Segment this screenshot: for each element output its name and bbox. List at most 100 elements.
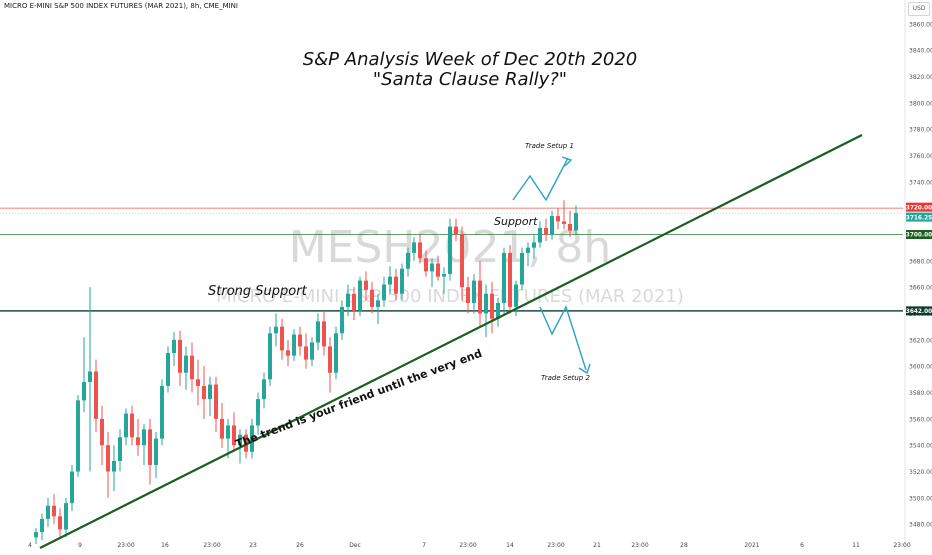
- candle-body: [460, 234, 464, 288]
- candle-body: [544, 227, 548, 235]
- candle-body: [118, 437, 122, 461]
- candle-body: [496, 302, 500, 319]
- candle-body: [514, 284, 518, 307]
- candle-body: [418, 242, 422, 259]
- candle-body: [490, 293, 494, 319]
- candle-body: [214, 384, 218, 419]
- candle-body: [334, 333, 338, 373]
- candle-body: [304, 346, 308, 360]
- time-tick-label: 23:00: [631, 542, 648, 549]
- candle-body: [166, 353, 170, 386]
- candle-body: [406, 252, 410, 269]
- time-tick-label: 23:00: [893, 542, 910, 549]
- candle-body: [574, 213, 578, 231]
- price-tick-label: 3480.00: [909, 522, 932, 529]
- candle-body: [106, 445, 110, 472]
- price-axis[interactable]: 3480.00 3500.00 3520.00 3540.00 3560.00 3580.…: [904, 0, 932, 550]
- price-tick-label: 3580.00: [909, 390, 932, 397]
- price-tick-label: 3540.00: [909, 443, 932, 450]
- candle-body: [34, 532, 38, 538]
- trade-setup-2-arrow: [539, 305, 587, 371]
- trade-setup-1-arrowhead: [561, 156, 573, 167]
- candle-body: [46, 505, 50, 519]
- candle-body: [124, 413, 128, 438]
- time-tick-label: 11: [852, 542, 860, 549]
- chart-title: S&P Analysis Week of Dec 20th 2020 "Sant…: [280, 50, 660, 90]
- candle-body: [472, 280, 476, 303]
- candle-body: [208, 384, 212, 400]
- candle-body: [100, 418, 104, 446]
- candle-body: [454, 226, 458, 235]
- candle-body: [196, 379, 200, 386]
- time-tick-label: 26: [296, 542, 304, 549]
- price-level-value-resistance: 3720.00: [906, 205, 932, 211]
- candle-body: [142, 429, 146, 446]
- price-level-tag-last_price: [906, 212, 932, 222]
- time-tick-label: 23: [249, 542, 257, 549]
- candle-body: [436, 263, 440, 277]
- candle-body: [232, 425, 236, 446]
- candle-body: [292, 334, 296, 356]
- price-tick-label: 3760.00: [909, 153, 932, 160]
- time-tick-label: 21: [593, 542, 601, 549]
- candle-body: [442, 274, 446, 277]
- candle-body: [382, 284, 386, 301]
- price-level-value-last_price: 3716.25: [906, 215, 932, 221]
- price-level-tag-resistance: [906, 202, 932, 212]
- candle-body: [256, 399, 260, 426]
- trendline: [39, 134, 863, 549]
- candle-body: [340, 306, 344, 334]
- strong-support-label: Strong Support: [208, 284, 307, 299]
- price-tick-label: 3600.00: [909, 364, 932, 371]
- candle-body: [538, 227, 542, 243]
- title-line-1: S&P Analysis Week of Dec 20th 2020: [302, 49, 638, 70]
- time-tick-label: 28: [680, 542, 688, 549]
- candle-body: [562, 221, 566, 224]
- candle-body: [64, 503, 68, 530]
- candle-body: [376, 300, 380, 307]
- candle-body: [400, 268, 404, 294]
- candle-body: [358, 280, 362, 311]
- candle-body: [466, 287, 470, 303]
- time-tick-label: 2021: [744, 542, 759, 549]
- candle-body: [556, 216, 560, 222]
- candle-body: [154, 438, 158, 465]
- time-tick-label: 4: [28, 542, 32, 549]
- candle-body: [58, 516, 62, 530]
- price-tick-label: 3660.00: [909, 285, 932, 292]
- time-tick-label: 14: [506, 542, 514, 549]
- trade-setup-2-label: Trade Setup 2: [541, 374, 590, 382]
- candle-body: [94, 371, 98, 419]
- time-tick-label: 7: [422, 542, 426, 549]
- candle-body: [226, 425, 230, 439]
- candle-body: [250, 425, 254, 452]
- candle-body: [178, 339, 182, 373]
- candle-body: [136, 437, 140, 446]
- time-tick-label: 6: [800, 542, 804, 549]
- drawings: [39, 134, 863, 549]
- candle-body: [262, 379, 266, 400]
- support-label: Support: [494, 215, 538, 228]
- candle-body: [346, 293, 350, 307]
- candle-body: [424, 258, 428, 272]
- candle-body: [310, 342, 314, 360]
- trade-setup-2-arrowhead: [578, 363, 591, 375]
- price-level-tag-support: [906, 229, 932, 239]
- candle-body: [484, 293, 488, 314]
- price-tick-label: 3560.00: [909, 416, 932, 423]
- currency-label[interactable]: USD: [908, 2, 930, 16]
- price-level-labels: 3720.00 3716.25 3700.00 3642.00: [906, 202, 932, 316]
- candle-body: [274, 326, 278, 334]
- candle-body: [190, 355, 194, 380]
- time-axis[interactable]: 4 9 23:00 16 23:00 23 26 Dec 7 23:00 14 23:00 21 23:0…: [28, 542, 911, 549]
- watermark-description: MICRO E-MINI S&P 500 INDEX FUTURES (MAR …: [216, 286, 684, 307]
- candle-body: [364, 280, 368, 290]
- price-tick-label: 3820.00: [909, 74, 932, 81]
- time-tick-label: 23:00: [117, 542, 134, 549]
- candle-body: [220, 418, 224, 439]
- candle-body: [448, 226, 452, 274]
- symbol-header: MICRO E-MINI S&P 500 INDEX FUTURES (MAR …: [4, 2, 238, 10]
- candle-body: [478, 280, 482, 314]
